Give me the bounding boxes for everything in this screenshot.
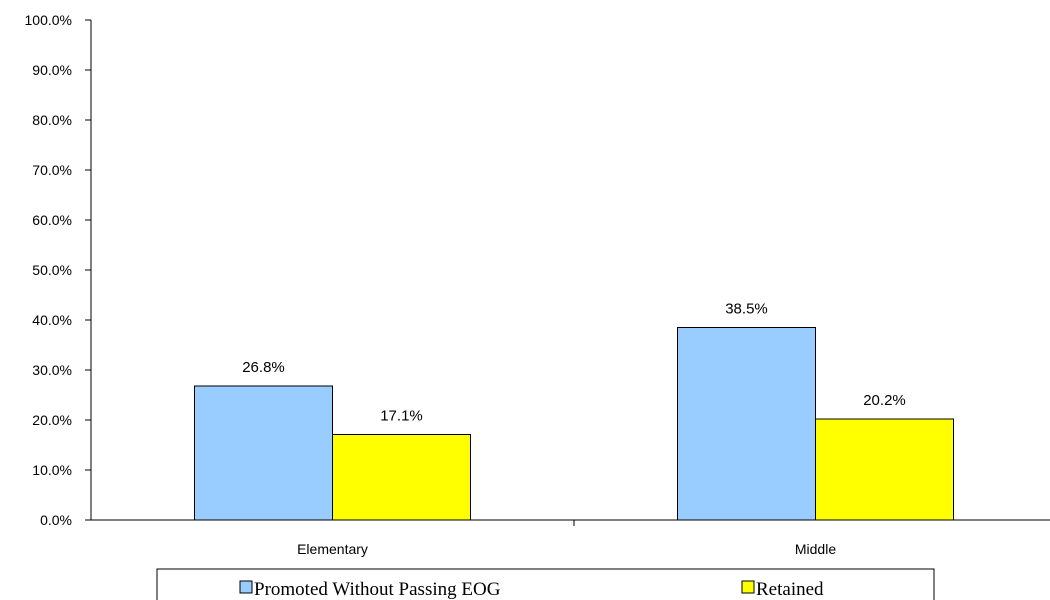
legend: Promoted Without Passing EOG Retained [156,568,935,600]
category-label: Elementary [297,541,368,557]
bar [677,327,816,521]
category-labels: Elementary Middle [297,541,836,557]
y-tick-label: 70.0% [32,162,72,178]
y-tick-label: 10.0% [32,462,72,478]
y-tick-label: 30.0% [32,362,72,378]
legend-swatch [239,580,253,594]
y-tick-label: 80.0% [32,112,72,128]
legend-swatch [741,580,755,594]
y-tick-label: 0.0% [40,512,72,528]
category-label: Middle [795,541,836,557]
data-label: 17.1% [380,408,423,425]
bar [815,418,954,521]
legend-label: Retained [756,579,824,600]
data-label: 26.8% [242,359,285,376]
y-tick-label: 100.0% [25,12,72,28]
y-axis-ticks: 0.0% 10.0% 20.0% 30.0% 40.0% 50.0% 60.0% 70.0% 8… [25,12,91,528]
data-labels: 26.8% 17.1% 38.5% 20.2% [242,301,906,425]
bar [194,385,333,521]
y-tick-label: 60.0% [32,212,72,228]
y-tick-label: 20.0% [32,412,72,428]
data-label: 20.2% [863,392,906,409]
legend-label: Promoted Without Passing EOG [254,579,501,600]
bar [332,434,471,521]
y-tick-label: 50.0% [32,262,72,278]
bars [194,327,954,521]
y-tick-label: 90.0% [32,62,72,78]
y-tick-label: 40.0% [32,312,72,328]
legend-box [156,568,935,600]
data-label: 38.5% [725,301,768,318]
